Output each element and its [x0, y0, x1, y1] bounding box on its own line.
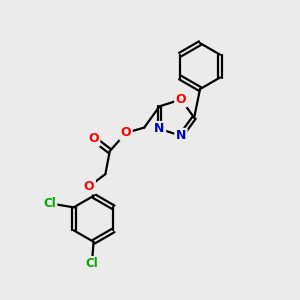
Text: O: O — [88, 132, 99, 145]
Text: O: O — [176, 93, 186, 106]
Text: Cl: Cl — [43, 197, 56, 210]
Text: O: O — [121, 126, 131, 140]
Text: O: O — [84, 180, 94, 193]
Text: N: N — [154, 122, 165, 135]
Text: Cl: Cl — [86, 257, 98, 270]
Text: N: N — [176, 129, 186, 142]
